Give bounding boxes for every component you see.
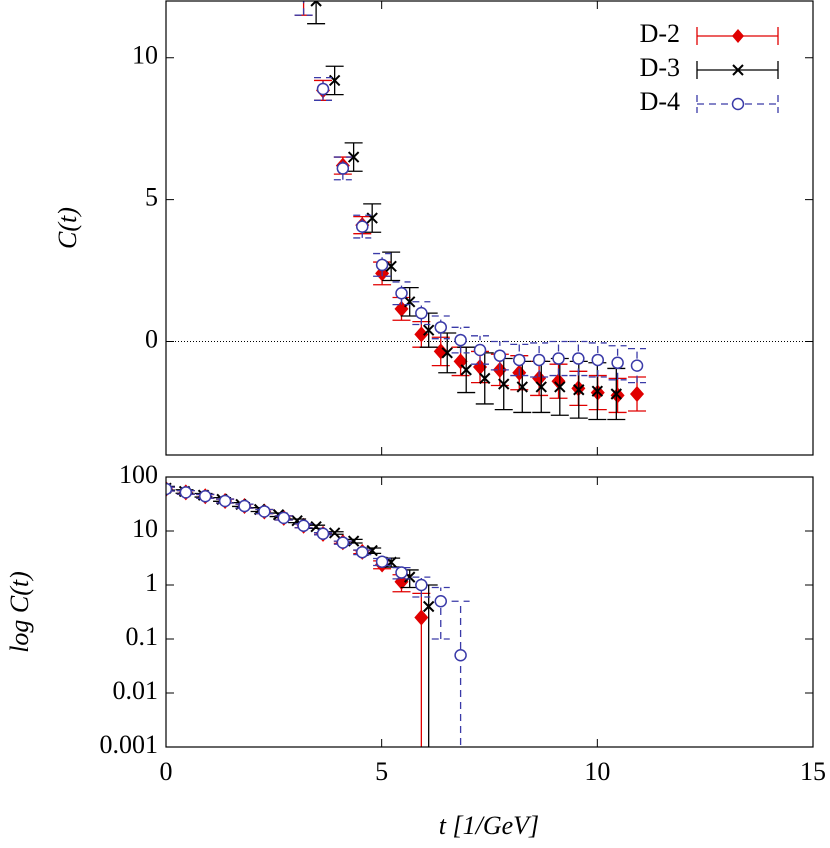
y-axis-label: C(t) xyxy=(53,207,82,249)
marker xyxy=(316,82,330,96)
marker xyxy=(414,609,429,626)
marker xyxy=(572,352,585,365)
marker xyxy=(516,381,528,393)
marker xyxy=(375,555,389,568)
marker xyxy=(310,1,322,7)
y-tick-label: 10 xyxy=(132,41,158,70)
plot-area xyxy=(166,480,470,747)
error-bar xyxy=(373,252,392,277)
x-tick-label: 0 xyxy=(160,757,173,786)
marker xyxy=(479,372,491,385)
marker xyxy=(573,384,585,396)
x-tick-label: 5 xyxy=(375,757,388,786)
y-tick-label: 5 xyxy=(145,183,158,212)
marker xyxy=(199,490,212,503)
marker xyxy=(630,385,645,402)
marker xyxy=(422,324,435,336)
y-tick-label: 0.1 xyxy=(126,622,159,651)
marker xyxy=(460,364,472,376)
marker xyxy=(415,578,428,592)
plot-area xyxy=(294,1,647,421)
marker xyxy=(336,162,350,175)
marker xyxy=(454,649,467,662)
marker xyxy=(166,482,173,496)
marker xyxy=(422,600,435,613)
marker xyxy=(218,494,232,508)
marker xyxy=(395,287,408,300)
legend-marker xyxy=(732,29,744,43)
error-bar xyxy=(314,76,333,101)
marker xyxy=(513,353,526,367)
error-bar xyxy=(307,1,326,25)
y-tick-label: 0.01 xyxy=(113,676,159,705)
error-bar xyxy=(392,281,411,306)
marker xyxy=(532,370,547,387)
error-bar xyxy=(353,214,372,239)
error-bar xyxy=(294,1,313,16)
marker xyxy=(630,359,644,372)
marker xyxy=(493,349,507,362)
marker xyxy=(434,321,448,334)
marker xyxy=(454,333,467,347)
marker xyxy=(441,347,453,359)
marker xyxy=(316,527,330,540)
marker xyxy=(375,258,389,272)
marker xyxy=(473,343,487,357)
x-axis-label: t [1/GeV] xyxy=(439,811,539,840)
marker xyxy=(258,505,271,518)
marker xyxy=(356,545,369,559)
y-tick-label: 10 xyxy=(132,514,158,543)
marker xyxy=(591,385,604,397)
marker xyxy=(453,353,468,370)
marker xyxy=(473,359,488,376)
legend-label: D-2 xyxy=(640,19,680,48)
y-tick-label: 0.001 xyxy=(100,730,159,759)
marker xyxy=(611,356,624,370)
legend-label: D-4 xyxy=(640,87,680,116)
legend-label: D-3 xyxy=(640,53,680,82)
marker xyxy=(434,595,448,608)
legend-marker xyxy=(732,64,744,76)
error-bar xyxy=(166,486,175,492)
marker xyxy=(610,388,623,400)
marker xyxy=(328,527,341,539)
marker xyxy=(336,536,350,549)
marker xyxy=(532,353,546,367)
panel-frame xyxy=(165,476,814,748)
error-bar xyxy=(431,315,450,340)
y-tick-label: 1 xyxy=(145,568,158,597)
marker xyxy=(297,519,310,533)
marker xyxy=(356,220,369,233)
x-tick-label: 15 xyxy=(800,757,826,786)
error-bar xyxy=(451,600,470,747)
marker xyxy=(552,352,565,365)
marker xyxy=(415,306,428,320)
marker xyxy=(179,486,193,499)
legend-marker xyxy=(731,97,745,111)
panel-frame xyxy=(165,0,814,456)
marker xyxy=(591,353,605,367)
marker xyxy=(498,378,510,390)
y-tick-label: 100 xyxy=(119,460,158,489)
y-axis-label: log C(t) xyxy=(5,571,34,653)
x-tick-label: 10 xyxy=(584,757,610,786)
marker xyxy=(277,511,291,525)
marker xyxy=(414,326,429,343)
marker xyxy=(554,381,566,393)
marker xyxy=(238,499,251,513)
marker xyxy=(535,381,547,393)
marker xyxy=(366,544,378,557)
error-bar xyxy=(412,301,431,326)
y-tick-label: 0 xyxy=(145,324,158,353)
marker xyxy=(395,566,408,579)
marker xyxy=(347,151,360,163)
error-bar xyxy=(333,156,352,181)
